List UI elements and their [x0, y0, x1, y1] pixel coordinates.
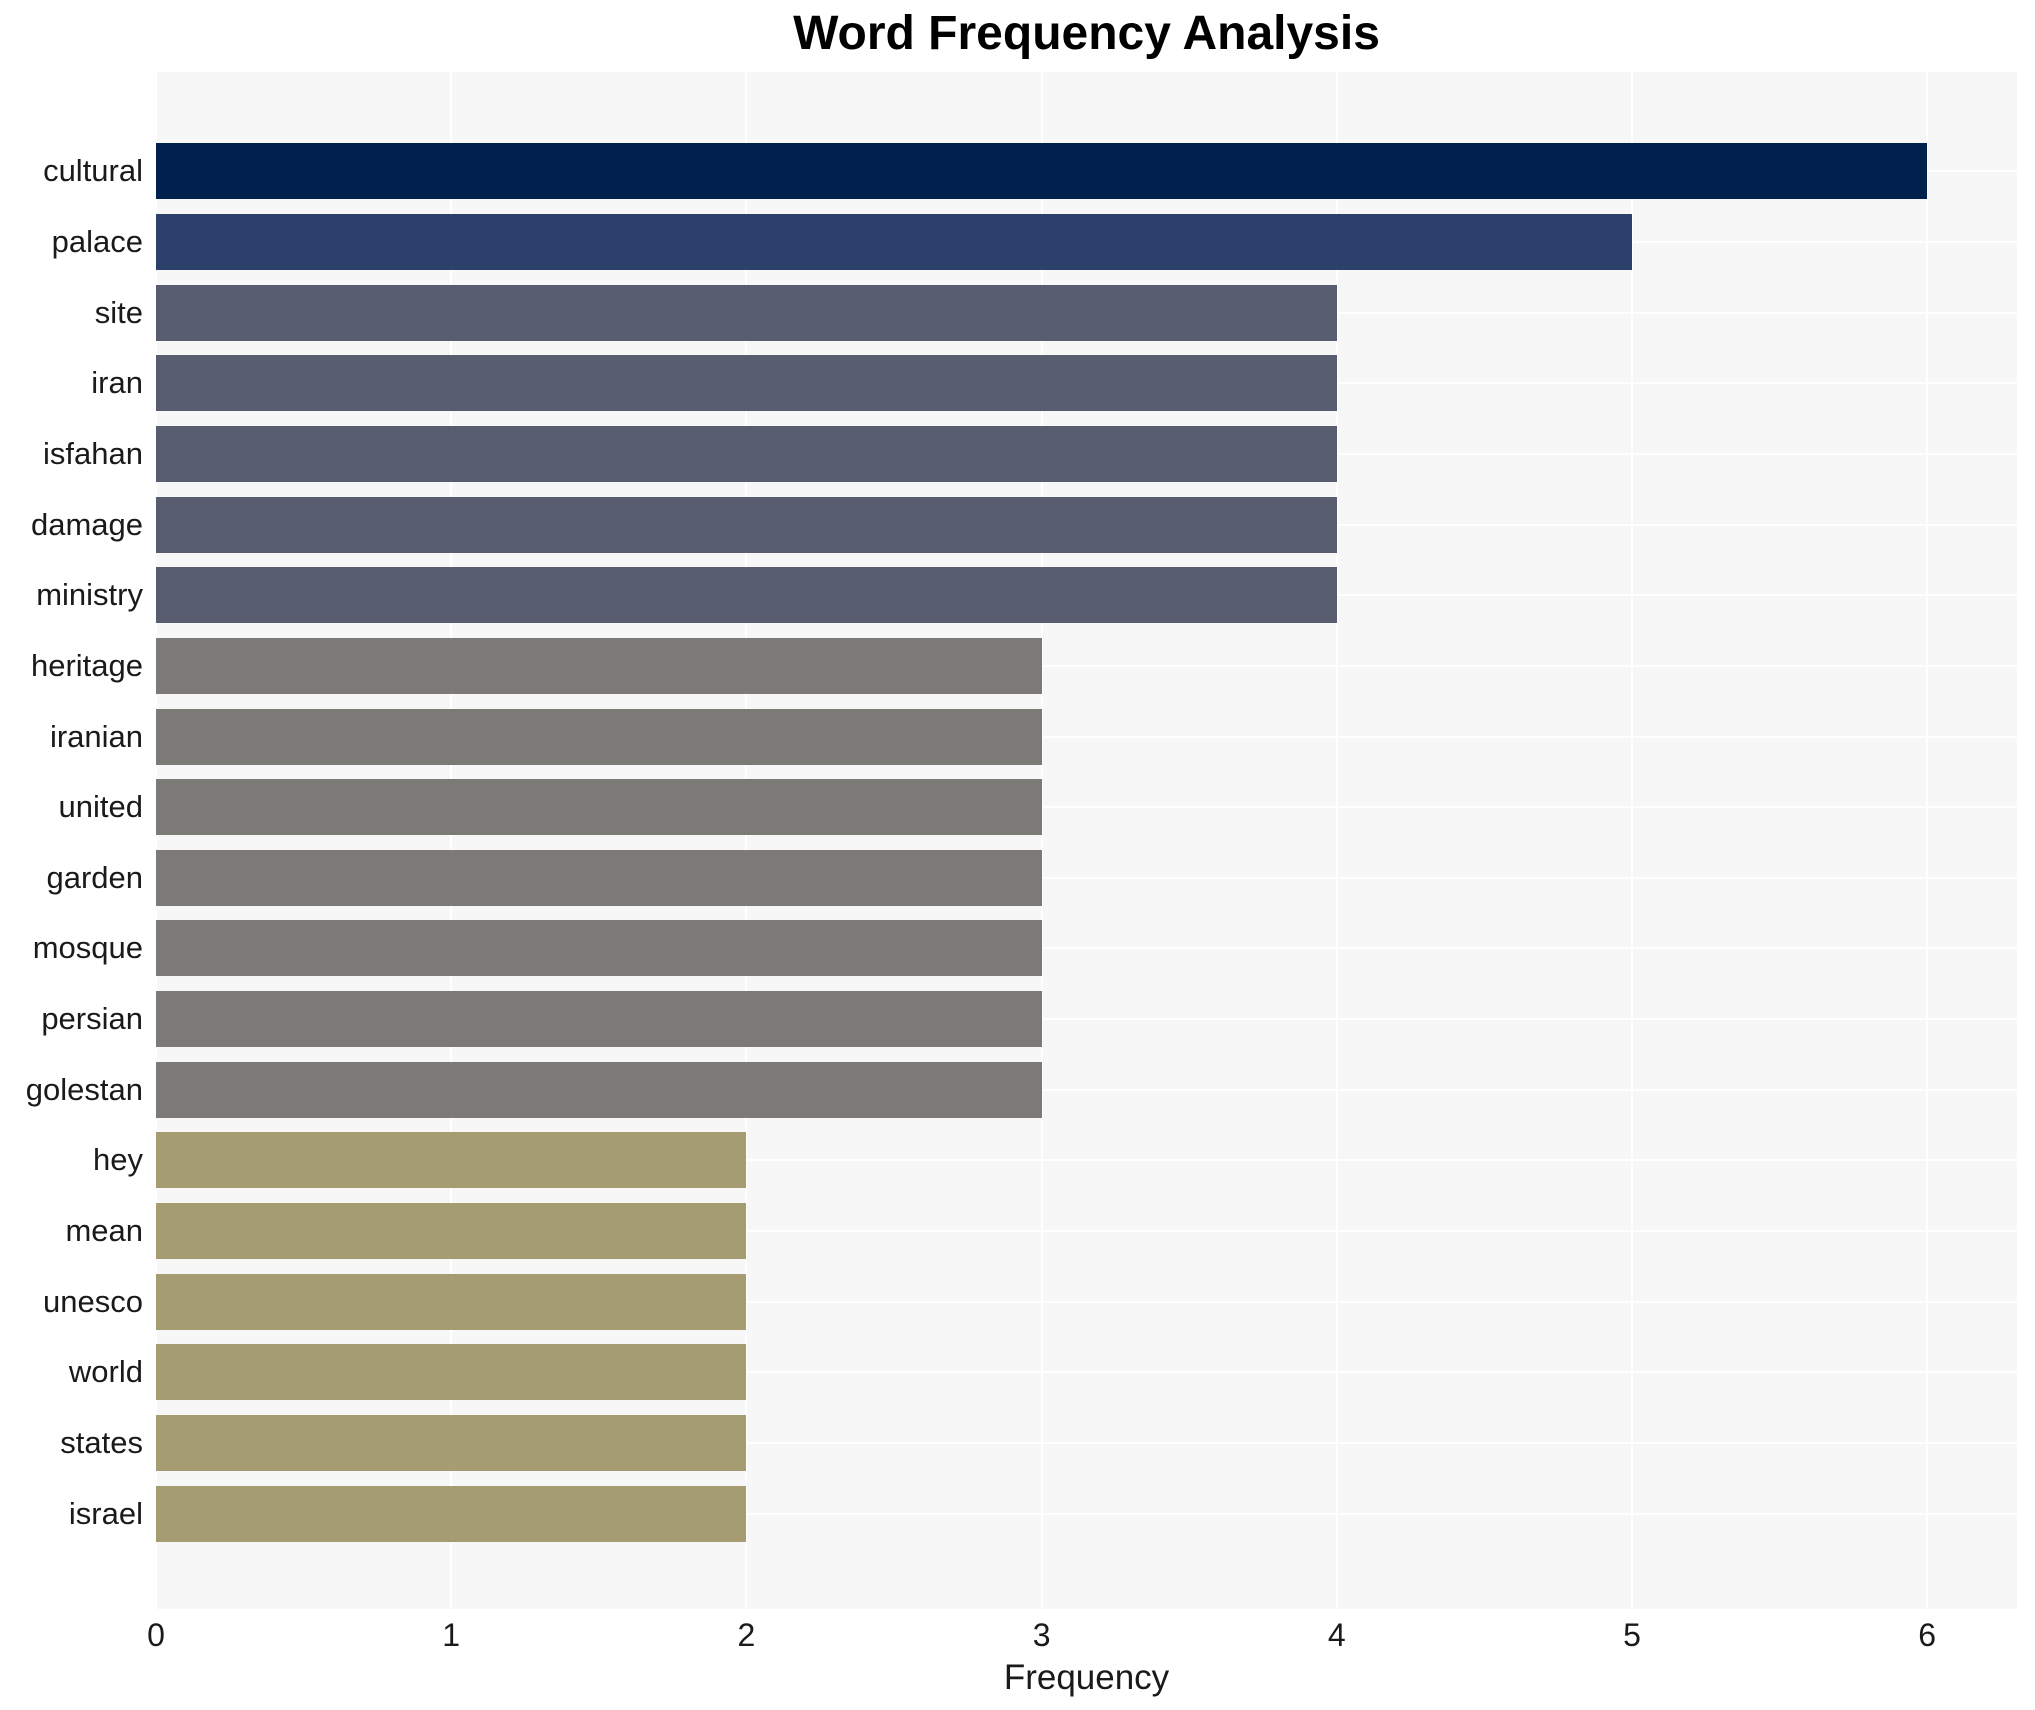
- x-tick-label: 1: [442, 1617, 461, 1653]
- vertical-gridline: [1335, 72, 1338, 1609]
- bar: [156, 779, 1042, 836]
- y-tick-label: garden: [46, 859, 143, 895]
- bar: [156, 920, 1042, 977]
- bar: [156, 143, 1928, 200]
- y-tick-label: unesco: [43, 1283, 143, 1319]
- plot-area: [155, 72, 2017, 1609]
- horizontal-gridline: [156, 1088, 2017, 1091]
- y-tick-label: damage: [30, 506, 143, 542]
- bar: [156, 567, 1337, 624]
- bar: [156, 496, 1337, 553]
- bar: [156, 708, 1042, 765]
- x-axis-title: Frequency: [1003, 1658, 1170, 1697]
- x-tick-label: 5: [1623, 1617, 1641, 1653]
- y-tick-label: iran: [91, 365, 143, 401]
- bar: [156, 1485, 747, 1542]
- horizontal-gridline: [156, 806, 2017, 809]
- horizontal-gridline: [156, 735, 2017, 738]
- vertical-gridline: [1040, 72, 1043, 1609]
- bar: [156, 991, 1042, 1048]
- x-tick-label: 2: [737, 1617, 756, 1653]
- horizontal-gridline: [156, 664, 2017, 667]
- vertical-gridline: [1631, 72, 1633, 1609]
- y-tick-label: world: [68, 1354, 143, 1390]
- bar: [156, 1061, 1042, 1118]
- y-tick-label: iranian: [49, 718, 143, 754]
- x-tick-label: 0: [147, 1617, 165, 1653]
- horizontal-gridline: [156, 1300, 2017, 1303]
- y-tick-label: united: [58, 789, 143, 825]
- vertical-gridline: [450, 72, 453, 1609]
- horizontal-gridline: [156, 876, 2017, 879]
- horizontal-gridline: [156, 1159, 2017, 1162]
- chart-title: Word Frequency Analysis: [793, 7, 1380, 60]
- y-tick-label: mean: [65, 1213, 143, 1249]
- bar: [156, 355, 1337, 412]
- bar: [156, 1203, 747, 1260]
- y-tick-label: golestan: [25, 1071, 143, 1107]
- bar: [156, 1273, 747, 1330]
- vertical-gridline: [1926, 72, 1929, 1609]
- bar: [156, 425, 1337, 482]
- y-tick-label: mosque: [32, 930, 143, 966]
- y-tick-label: ministry: [36, 577, 143, 613]
- horizontal-gridline: [156, 1371, 2017, 1374]
- y-tick-label: states: [60, 1425, 143, 1461]
- y-tick-label: isfahan: [43, 435, 143, 471]
- horizontal-gridline: [156, 1442, 2017, 1445]
- bar: [156, 849, 1042, 906]
- y-tick-label: hey: [93, 1142, 143, 1178]
- horizontal-gridline: [156, 1018, 2017, 1021]
- bar: [156, 637, 1042, 694]
- horizontal-gridline: [156, 1230, 2017, 1233]
- y-tick-label: heritage: [30, 647, 143, 683]
- x-tick-label: 6: [1918, 1617, 1937, 1653]
- y-tick-label: palace: [51, 223, 143, 259]
- y-tick-label: persian: [41, 1001, 143, 1037]
- horizontal-gridline: [156, 1512, 2017, 1515]
- y-tick-label: israel: [68, 1495, 143, 1531]
- x-axis-ticks: 0 1 2 3 4 5 6: [0, 1617, 2035, 1657]
- x-tick-label: 3: [1032, 1617, 1051, 1653]
- bar: [156, 284, 1337, 341]
- bar: [156, 1415, 747, 1472]
- y-tick-label: cultural: [43, 153, 143, 189]
- x-tick-label: 4: [1327, 1617, 1346, 1653]
- bar: [156, 1344, 747, 1401]
- bar: [156, 213, 1632, 270]
- y-tick-label: site: [94, 294, 143, 330]
- vertical-gridline: [155, 72, 157, 1609]
- y-axis-labels: cultural palace site iran isfahan damage minis…: [0, 72, 143, 1609]
- horizontal-gridline: [156, 947, 2017, 950]
- bar: [156, 1132, 747, 1189]
- vertical-gridline: [745, 72, 748, 1609]
